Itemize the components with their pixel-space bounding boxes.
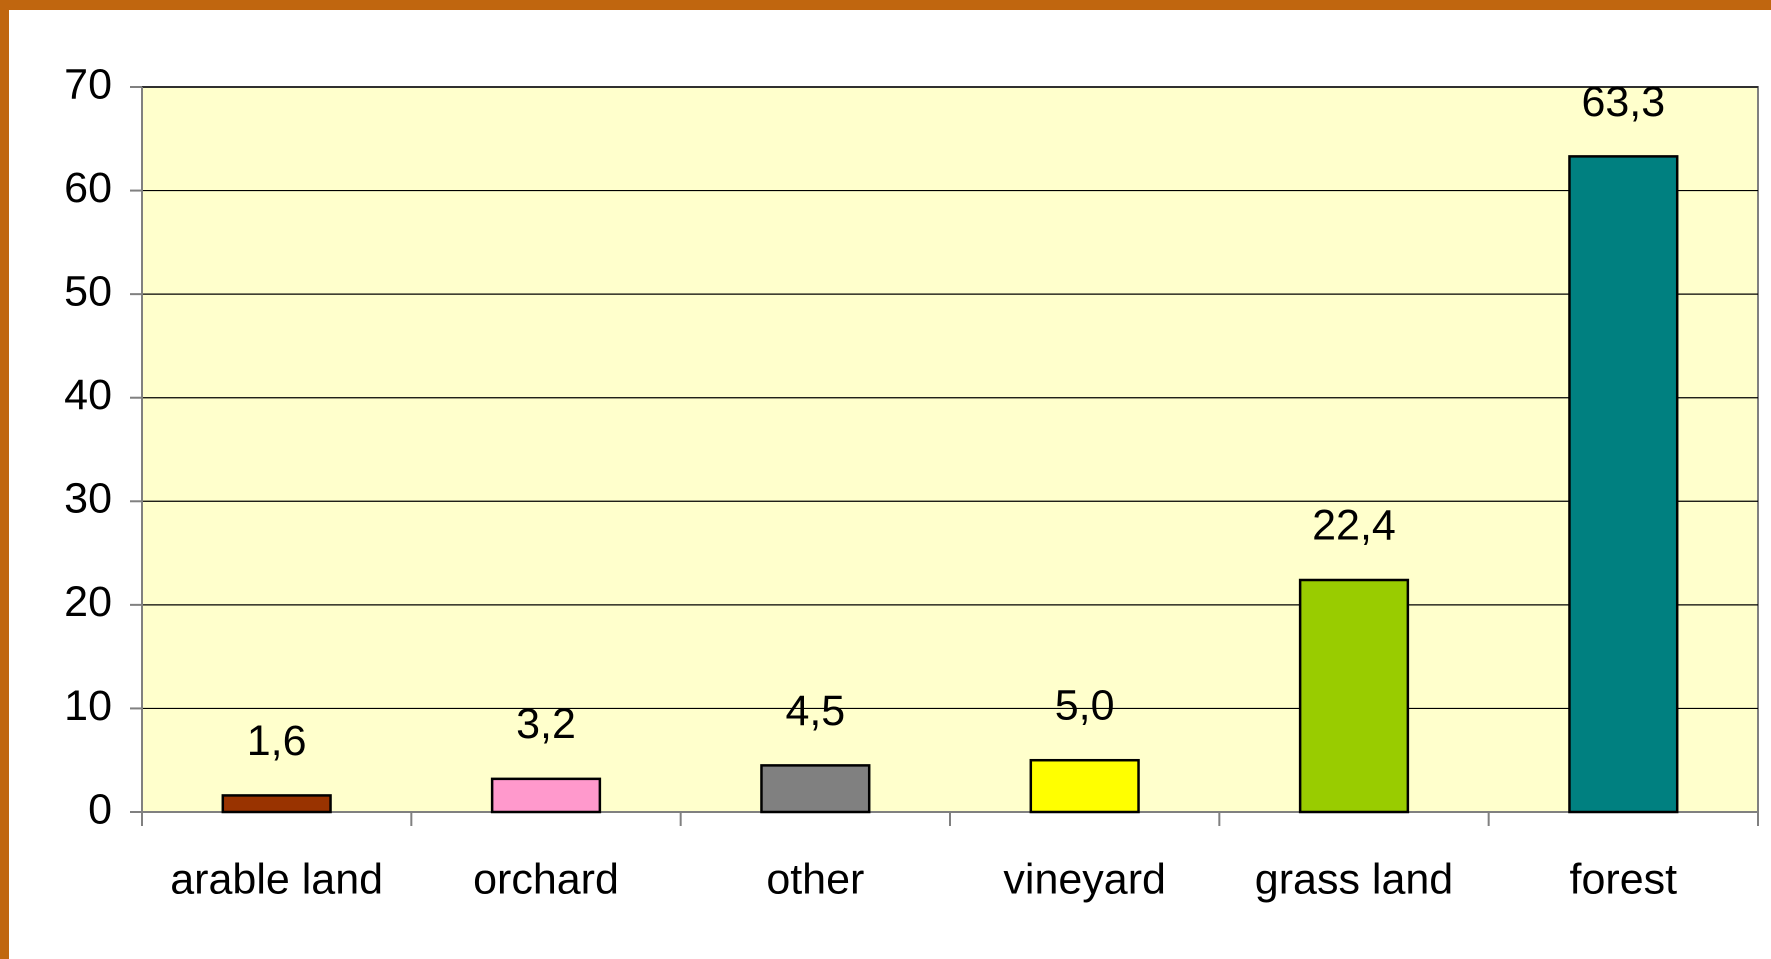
y-tick-label: 50 — [64, 268, 112, 316]
plot-area — [141, 86, 1759, 813]
y-tick-label: 30 — [64, 475, 112, 523]
bar — [760, 764, 871, 814]
value-label: 4,5 — [785, 687, 845, 735]
y-tick-label: 0 — [88, 785, 112, 833]
y-tick-label: 20 — [64, 578, 112, 626]
value-label: 22,4 — [1312, 501, 1396, 549]
x-tick-label: vineyard — [1003, 855, 1166, 903]
x-tick-label: grass land — [1255, 855, 1453, 903]
bar — [490, 777, 602, 814]
value-label: 63,3 — [1581, 78, 1665, 126]
value-label: 1,6 — [247, 717, 307, 765]
y-tick-label: 60 — [64, 164, 112, 212]
value-label: 3,2 — [516, 700, 576, 748]
y-tick-label: 70 — [64, 60, 112, 108]
value-label: 5,0 — [1055, 682, 1115, 730]
x-tick-label: other — [766, 855, 864, 903]
bar — [1029, 758, 1140, 814]
y-tick-label: 10 — [64, 682, 112, 730]
bar — [1568, 155, 1679, 814]
y-tick-label: 40 — [64, 371, 112, 419]
x-tick-label: orchard — [473, 855, 619, 903]
x-tick-label: arable land — [170, 855, 383, 903]
bar — [221, 794, 332, 814]
x-tick-label: forest — [1570, 855, 1678, 903]
bar — [1298, 578, 1410, 814]
